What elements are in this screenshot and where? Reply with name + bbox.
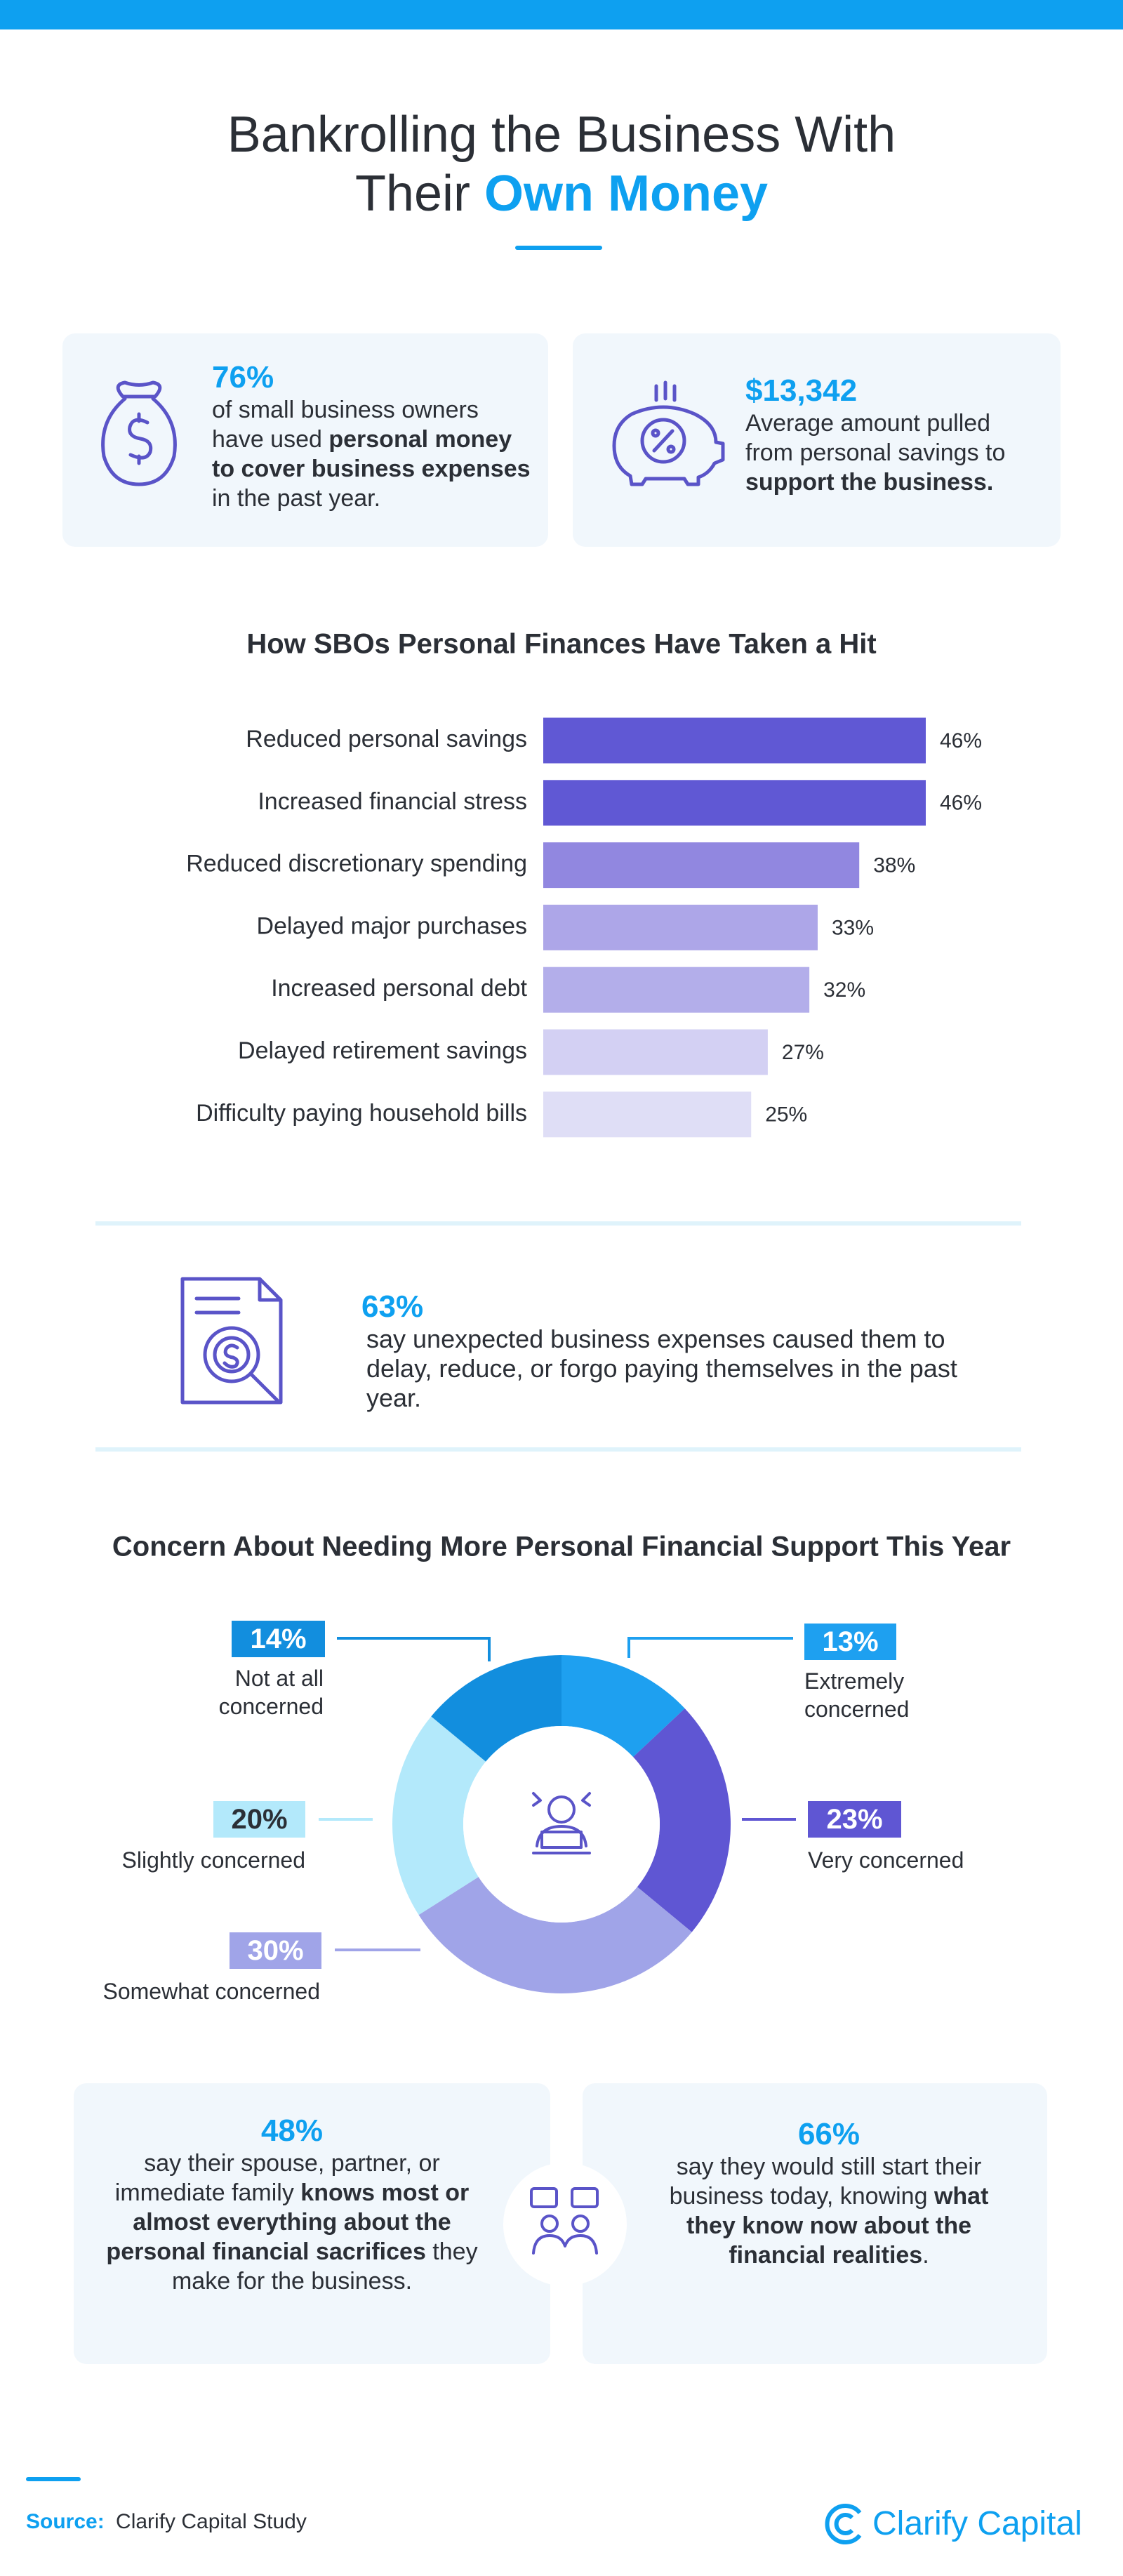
card-text: say they would still start their busines… <box>650 2152 1008 2270</box>
card-value: 66% <box>797 2117 860 2151</box>
title-line: Their <box>354 166 470 222</box>
legend-label: Not at all concerned <box>218 1666 324 1719</box>
bar-value-label: 46% <box>940 729 982 752</box>
people-icon <box>530 2187 599 2255</box>
text-segment: say their spouse, partner, or immediate … <box>114 2150 440 2206</box>
chart-title: How SBOs Personal Finances Have Taken a … <box>246 629 876 660</box>
bar-label: Delayed major purchases <box>256 912 527 939</box>
donut-hole <box>463 1726 660 1923</box>
donut-segment <box>418 1877 692 1993</box>
card: 66% say they would still start their bus… <box>650 2117 1008 2270</box>
leader-line <box>337 1637 491 1661</box>
source: Source: Clarify Capital Study <box>26 2509 307 2535</box>
bar-label: Delayed retirement savings <box>238 1037 527 1064</box>
icon-part <box>547 1795 576 1824</box>
chart-title: Concern About Needing More Personal Fina… <box>112 1532 1011 1562</box>
stat-value: $13,342 <box>745 373 858 408</box>
bar <box>543 780 926 826</box>
legend-label: Somewhat concerned <box>102 1979 320 2004</box>
donut-segment <box>392 1716 486 1916</box>
value-label: 14% <box>232 1621 325 1657</box>
stat-text: of small business owners have used perso… <box>212 395 531 513</box>
value-label: 23% <box>808 1801 901 1838</box>
bar-value-label: 27% <box>782 1041 824 1064</box>
bar <box>543 717 926 764</box>
concern-icon <box>532 1792 591 1854</box>
source-label: Source: <box>26 2510 105 2533</box>
title-line: Bankrolling the Business With <box>227 107 896 163</box>
text-segment: Average amount pulled from personal savi… <box>745 410 1006 466</box>
legend-label: Extremely concerned <box>804 1668 910 1722</box>
bar <box>543 1091 752 1138</box>
icon-part <box>532 1792 591 1854</box>
bar <box>543 1029 768 1075</box>
text-segment: support the business. <box>745 469 994 496</box>
card: 48% say their spouse, partner, or immedi… <box>95 2113 489 2296</box>
title-underline <box>515 246 602 250</box>
brand: Clarify Capital <box>872 2505 1082 2542</box>
bar <box>543 967 810 1013</box>
leader-line <box>627 1637 793 1658</box>
stat-card <box>573 333 1061 547</box>
document-icon <box>180 1277 283 1405</box>
stat: 76% of small business owners have used p… <box>212 360 531 513</box>
bar-label: Increased personal debt <box>271 975 527 1002</box>
bar <box>543 842 860 889</box>
text-segment: of small business owners have used <box>212 397 479 453</box>
stat-card <box>62 333 548 547</box>
text-segment: knows most or almost everything about th… <box>106 2179 470 2265</box>
card-text: say their spouse, partner, or immediate … <box>95 2149 489 2296</box>
callout-value: 63% <box>361 1289 424 1324</box>
stat-text: Average amount pulled from personal savi… <box>745 409 1040 497</box>
legend-label: Very concerned <box>808 1847 964 1873</box>
card-connector <box>503 2163 627 2286</box>
bar-value-label: 38% <box>873 854 915 877</box>
donut-segment <box>431 1655 562 1762</box>
card-value: 48% <box>260 2113 324 2148</box>
money-bag-icon <box>101 380 177 486</box>
bar-value-label: 46% <box>940 792 982 815</box>
bar-label: Reduced personal savings <box>246 726 527 752</box>
divider <box>95 1447 1021 1452</box>
callout: 63% say unexpected business expenses cau… <box>361 1289 1007 1413</box>
text-segment: they make for the business. <box>171 2238 478 2295</box>
title-highlight: Own Money <box>484 166 769 222</box>
stat-value: 76% <box>212 360 274 394</box>
top-bar <box>0 0 1123 29</box>
logo-mark <box>825 2504 862 2544</box>
donut-segment <box>633 1708 731 1932</box>
text-segment: in the past year. <box>212 485 381 512</box>
bar <box>543 904 818 950</box>
bar-value-label: 32% <box>823 978 865 1002</box>
info-card <box>74 2083 550 2364</box>
page-title: Bankrolling the Business With Their Own M… <box>0 105 1123 223</box>
callout-text: say unexpected business expenses caused … <box>366 1324 957 1412</box>
divider <box>95 1221 1021 1226</box>
source-text: Clarify Capital Study <box>116 2510 307 2533</box>
bar-value-label: 25% <box>765 1103 807 1127</box>
bar-label: Reduced discretionary spending <box>186 851 527 877</box>
value-label: 20% <box>213 1801 305 1838</box>
info-card <box>583 2083 1047 2364</box>
bar-label: Increased financial stress <box>258 788 527 815</box>
value-label: 13% <box>804 1624 896 1660</box>
stat: $13,342 Average amount pulled from perso… <box>745 373 1040 497</box>
donut-segment <box>562 1655 685 1758</box>
bar-label: Difficulty paying household bills <box>196 1100 527 1127</box>
piggy-bank-icon <box>612 380 725 486</box>
text-segment: personal money to cover business expense… <box>212 426 531 482</box>
footer-accent <box>26 2477 81 2481</box>
bar-value-label: 33% <box>832 916 874 939</box>
legend-label: Slightly concerned <box>121 1847 305 1873</box>
text-segment: say they would still start their busines… <box>669 2153 982 2210</box>
value-label: 30% <box>230 1932 321 1969</box>
text-segment: what they know now about the financial r… <box>686 2183 989 2269</box>
text-segment: . <box>922 2242 929 2269</box>
